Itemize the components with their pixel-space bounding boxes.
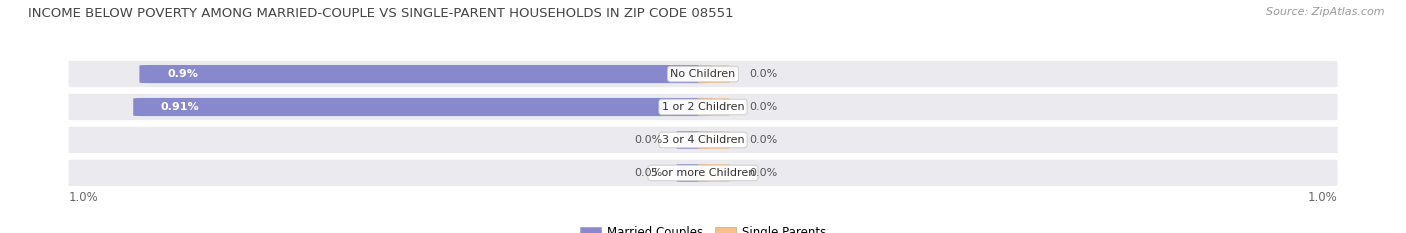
Text: 3 or 4 Children: 3 or 4 Children bbox=[662, 135, 744, 145]
FancyBboxPatch shape bbox=[697, 98, 730, 116]
FancyBboxPatch shape bbox=[69, 127, 1337, 153]
Text: 0.0%: 0.0% bbox=[749, 102, 778, 112]
FancyBboxPatch shape bbox=[134, 98, 713, 116]
Text: 0.0%: 0.0% bbox=[634, 168, 664, 178]
Legend: Married Couples, Single Parents: Married Couples, Single Parents bbox=[575, 221, 831, 233]
Text: 1.0%: 1.0% bbox=[1308, 191, 1337, 204]
FancyBboxPatch shape bbox=[69, 94, 1337, 120]
Text: 0.91%: 0.91% bbox=[160, 102, 200, 112]
Text: 5 or more Children: 5 or more Children bbox=[651, 168, 755, 178]
Text: Source: ZipAtlas.com: Source: ZipAtlas.com bbox=[1267, 7, 1385, 17]
FancyBboxPatch shape bbox=[697, 131, 730, 149]
Text: 0.0%: 0.0% bbox=[749, 168, 778, 178]
FancyBboxPatch shape bbox=[69, 61, 1337, 87]
Text: 0.0%: 0.0% bbox=[634, 135, 664, 145]
FancyBboxPatch shape bbox=[676, 131, 709, 149]
Text: 0.0%: 0.0% bbox=[749, 135, 778, 145]
Text: 1.0%: 1.0% bbox=[69, 191, 98, 204]
FancyBboxPatch shape bbox=[697, 164, 730, 182]
Text: 0.9%: 0.9% bbox=[167, 69, 198, 79]
FancyBboxPatch shape bbox=[69, 160, 1337, 186]
Text: No Children: No Children bbox=[671, 69, 735, 79]
Text: 1 or 2 Children: 1 or 2 Children bbox=[662, 102, 744, 112]
FancyBboxPatch shape bbox=[139, 65, 713, 83]
FancyBboxPatch shape bbox=[676, 164, 709, 182]
Text: INCOME BELOW POVERTY AMONG MARRIED-COUPLE VS SINGLE-PARENT HOUSEHOLDS IN ZIP COD: INCOME BELOW POVERTY AMONG MARRIED-COUPL… bbox=[28, 7, 734, 20]
FancyBboxPatch shape bbox=[697, 65, 730, 83]
Text: 0.0%: 0.0% bbox=[749, 69, 778, 79]
